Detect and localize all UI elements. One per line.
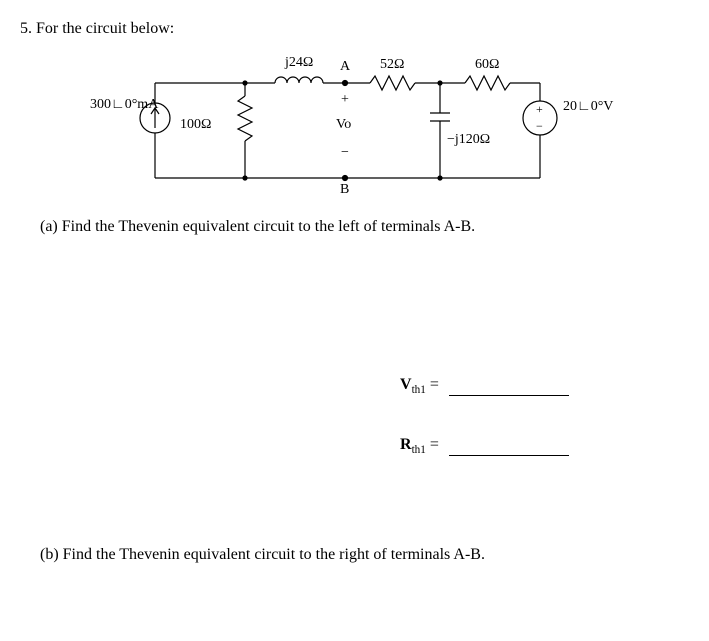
answer-block: Vth1 = Rth1 = [400,376,689,456]
rth-sub: th1 [412,444,426,456]
svg-text:+: + [536,102,543,116]
voltage-source-label: 20∟0°V [563,99,613,114]
part-a-text: Find the Thevenin equivalent circuit to … [62,218,475,235]
circuit-diagram: 300∟0°mA 100Ω j24Ω A + Vo − 52Ω [85,48,625,198]
capacitor-label: −j120Ω [447,132,490,147]
part-a: (a) Find the Thevenin equivalent circuit… [40,218,689,236]
vth-blank [449,378,569,397]
part-b-label: (b) [40,546,59,563]
node-b-label: B [340,182,349,197]
rth-prefix: R [400,436,412,453]
rth-equals: = [426,436,439,453]
part-a-label: (a) [40,218,58,235]
question-header: 5. For the circuit below: [20,20,689,38]
current-source-label: 300∟0°mA [90,97,159,112]
vth-answer-row: Vth1 = [400,376,689,396]
resistor-60-label: 60Ω [475,57,499,72]
rth-blank [449,438,569,457]
resistor-100-label: 100Ω [180,117,211,132]
resistor-52-label: 52Ω [380,57,404,72]
vth-equals: = [426,376,439,393]
vo-label: Vo [336,117,351,132]
rth-answer-row: Rth1 = [400,436,689,456]
vth-prefix: V [400,376,412,393]
part-b: (b) Find the Thevenin equivalent circuit… [40,546,689,564]
question-prompt: For the circuit below: [36,20,174,37]
rth-label: Rth1 = [400,436,439,456]
svg-text:−: − [536,119,543,133]
vth-label: Vth1 = [400,376,439,396]
question-number: 5. [20,20,32,37]
vo-plus: + [341,92,349,107]
node-a-label: A [340,59,351,74]
vth-sub: th1 [412,384,426,396]
inductor-label: j24Ω [284,55,313,70]
part-b-text: Find the Thevenin equivalent circuit to … [63,546,485,563]
vo-minus: − [341,145,349,160]
